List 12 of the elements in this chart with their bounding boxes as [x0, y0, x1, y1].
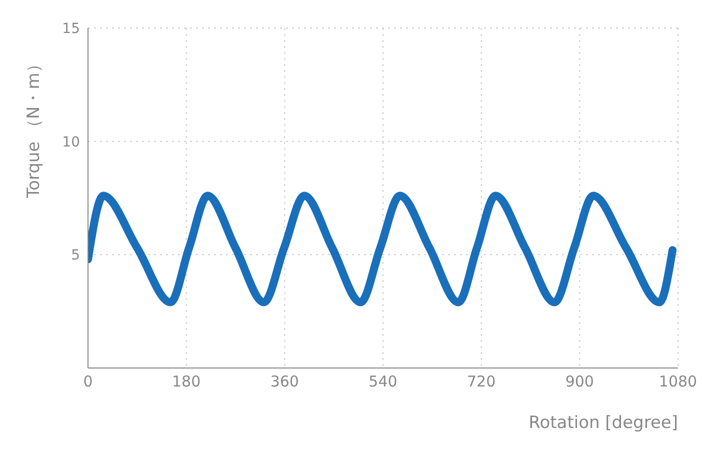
y-axis-title: Torque （N・m）	[24, 56, 44, 199]
x-tick-label: 180	[172, 372, 201, 391]
x-tick-label: 0	[83, 372, 93, 391]
y-tick-label: 10	[62, 134, 80, 150]
x-tick-label: 540	[368, 372, 398, 391]
x-axis-title: Rotation [degree]	[528, 413, 678, 433]
y-tick-label: 5	[71, 248, 80, 264]
x-tick-label: 900	[565, 372, 594, 391]
x-tick-label: 1080	[658, 372, 698, 391]
x-tick-label: 720	[467, 372, 496, 391]
y-tick-label: 15	[62, 20, 80, 37]
x-tick-label: 360	[270, 372, 299, 391]
